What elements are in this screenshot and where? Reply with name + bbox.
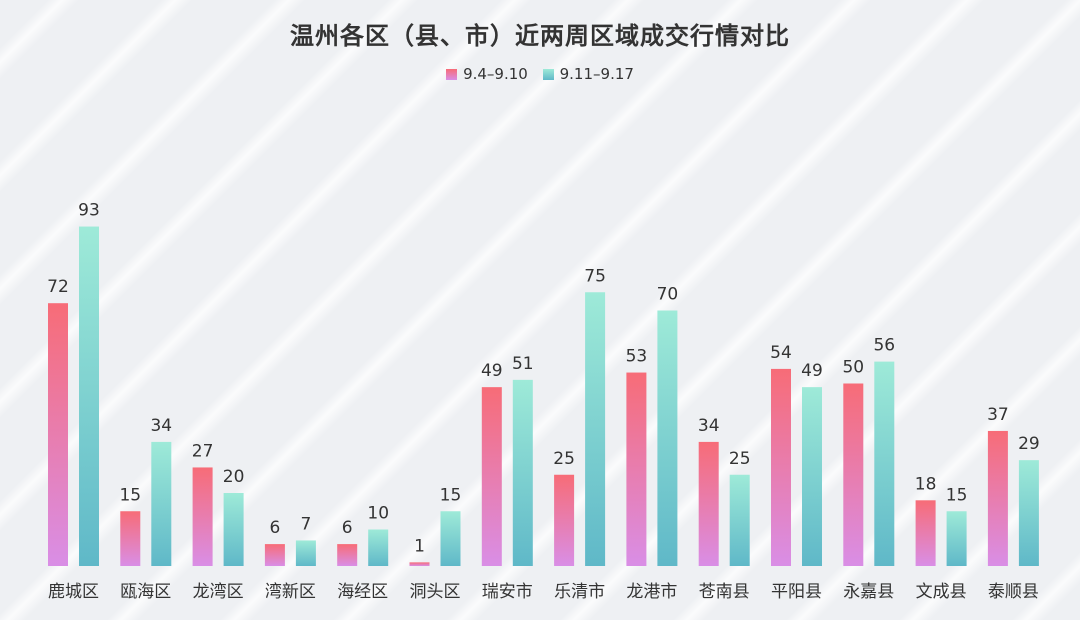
x-tick-label-1: 瓯海区 bbox=[120, 582, 171, 602]
data-label-week2-4: 10 bbox=[367, 504, 389, 524]
data-label-week2-7: 75 bbox=[584, 266, 606, 286]
data-label-week2-10: 49 bbox=[801, 361, 823, 381]
data-label-week1-10: 54 bbox=[770, 343, 792, 363]
legend-label-week1: 9.4–9.10 bbox=[463, 64, 528, 83]
bar-week1-0[interactable] bbox=[48, 303, 68, 566]
bar-week1-12[interactable] bbox=[915, 500, 936, 566]
data-label-week1-13: 37 bbox=[987, 405, 1009, 425]
data-label-week1-6: 49 bbox=[481, 361, 503, 381]
x-tick-label-0: 鹿城区 bbox=[48, 582, 99, 602]
legend-swatch-week2 bbox=[542, 68, 554, 80]
bar-week2-8[interactable] bbox=[657, 310, 678, 567]
data-label-week1-7: 25 bbox=[553, 449, 575, 469]
legend-swatch-week1 bbox=[446, 68, 458, 80]
x-tick-label-4: 海经区 bbox=[337, 582, 388, 602]
bar-week1-10[interactable] bbox=[771, 368, 791, 566]
bar-week2-11[interactable] bbox=[874, 361, 895, 566]
data-label-week1-3: 6 bbox=[269, 518, 280, 538]
legend-label-week2: 9.11–9.17 bbox=[559, 64, 634, 83]
data-label-week1-0: 72 bbox=[47, 277, 69, 297]
data-label-week1-12: 18 bbox=[915, 474, 937, 494]
bar-week2-0[interactable] bbox=[79, 226, 99, 567]
x-tick-label-6: 瑞安市 bbox=[482, 582, 533, 602]
bar-week2-1[interactable] bbox=[151, 441, 172, 566]
bar-week1-11[interactable] bbox=[843, 383, 864, 567]
x-tick-label-10: 平阳县 bbox=[771, 582, 822, 602]
data-label-week2-2: 20 bbox=[223, 467, 245, 487]
bar-week2-5[interactable] bbox=[440, 511, 461, 566]
bar-week2-12[interactable] bbox=[946, 511, 967, 566]
bar-week2-10[interactable] bbox=[802, 387, 822, 566]
data-label-week2-11: 56 bbox=[873, 336, 895, 356]
data-label-week2-1: 34 bbox=[150, 416, 172, 436]
bar-week2-3[interactable] bbox=[295, 540, 316, 566]
data-label-week1-9: 34 bbox=[698, 416, 720, 436]
x-tick-label-7: 乐清市 bbox=[554, 582, 605, 602]
x-tick-label-5: 洞头区 bbox=[410, 582, 461, 602]
data-label-week2-3: 7 bbox=[300, 514, 311, 534]
chart-title: 温州各区（县、市）近两周区域成交行情对比 bbox=[290, 22, 790, 50]
x-tick-label-2: 龙湾区 bbox=[193, 582, 244, 602]
bar-week1-5[interactable] bbox=[409, 562, 430, 566]
bar-week2-2[interactable] bbox=[223, 493, 244, 566]
data-label-week2-6: 51 bbox=[512, 354, 534, 374]
chart-legend: 9.4–9.10 9.11–9.17 bbox=[0, 64, 1080, 83]
x-tick-label-13: 泰顺县 bbox=[988, 582, 1039, 602]
bar-week1-1[interactable] bbox=[120, 511, 141, 566]
data-label-week1-4: 6 bbox=[342, 518, 353, 538]
bar-week1-13[interactable] bbox=[987, 430, 1008, 566]
data-label-week2-5: 15 bbox=[440, 485, 462, 505]
bar-week1-6[interactable] bbox=[481, 387, 502, 566]
data-label-week1-2: 27 bbox=[192, 441, 214, 461]
data-label-week1-8: 53 bbox=[626, 347, 648, 367]
x-tick-label-11: 永嘉县 bbox=[843, 582, 894, 602]
bar-week1-7[interactable] bbox=[554, 474, 575, 566]
bar-week2-9[interactable] bbox=[729, 474, 750, 566]
data-label-week2-8: 70 bbox=[657, 285, 679, 305]
data-label-week1-11: 50 bbox=[842, 358, 864, 378]
bar-week1-8[interactable] bbox=[626, 372, 647, 566]
legend-item-week1[interactable]: 9.4–9.10 bbox=[446, 65, 528, 83]
bar-week1-3[interactable] bbox=[264, 544, 285, 566]
x-tick-label-8: 龙港市 bbox=[626, 582, 677, 602]
bar-week2-4[interactable] bbox=[368, 529, 389, 567]
data-label-week2-0: 93 bbox=[78, 201, 100, 221]
bar-week2-7[interactable] bbox=[585, 292, 606, 566]
legend-item-week2[interactable]: 9.11–9.17 bbox=[542, 64, 634, 83]
x-tick-label-3: 湾新区 bbox=[265, 582, 316, 602]
x-tick-label-9: 苍南县 bbox=[699, 582, 750, 602]
data-label-week1-5: 1 bbox=[414, 536, 425, 556]
data-label-week1-1: 15 bbox=[119, 485, 141, 505]
bar-week2-6[interactable] bbox=[512, 379, 533, 566]
bar-week2-13[interactable] bbox=[1018, 460, 1039, 566]
bar-week1-4[interactable] bbox=[337, 544, 358, 566]
x-tick-label-12: 文成县 bbox=[916, 582, 967, 602]
data-label-week2-13: 29 bbox=[1018, 434, 1040, 454]
bar-week1-2[interactable] bbox=[192, 467, 213, 566]
data-label-week2-12: 15 bbox=[946, 485, 968, 505]
data-label-week2-9: 25 bbox=[729, 449, 751, 469]
bar-week1-9[interactable] bbox=[698, 441, 719, 566]
